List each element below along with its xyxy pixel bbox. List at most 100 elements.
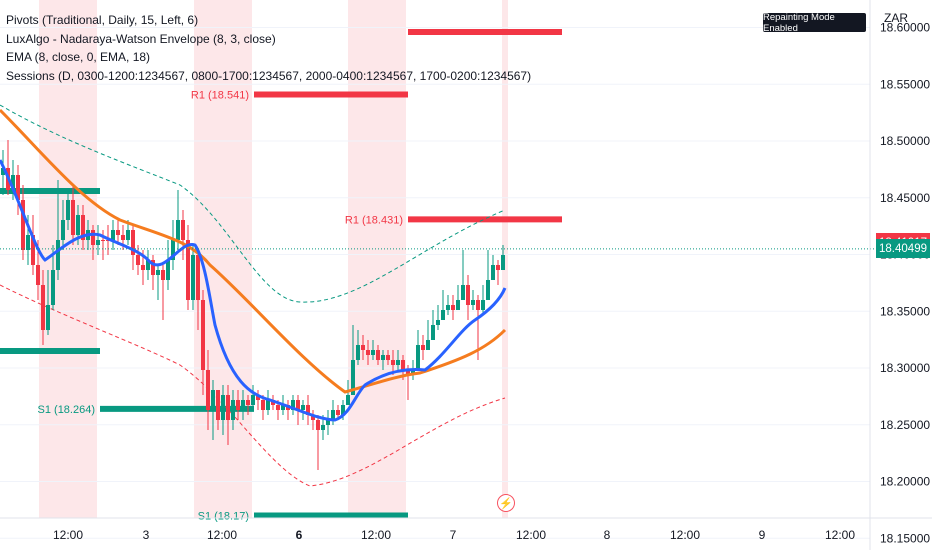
legend-pivots[interactable]: Pivots (Traditional, Daily, 15, Left, 6) (6, 13, 199, 27)
candle-body (236, 400, 240, 410)
candle-body (216, 390, 220, 420)
time-tick-label: 7 (450, 528, 457, 542)
candle-body (111, 230, 115, 240)
legend-luxalgo[interactable]: LuxAlgo - Nadaraya-Watson Envelope (8, 3… (6, 31, 276, 46)
candle-body (341, 405, 345, 415)
candle-body (431, 325, 435, 340)
session-band (348, 0, 406, 518)
candle-body (336, 410, 340, 415)
candle-body (396, 360, 400, 365)
candle-body (66, 200, 70, 220)
time-tick-label: 3 (143, 528, 150, 542)
candle-body (211, 390, 215, 410)
time-tick-label: 12:00 (825, 528, 855, 542)
candle-body (291, 400, 295, 410)
time-tick-label: 12:00 (207, 528, 237, 542)
candle-body (131, 230, 135, 255)
candle-body (221, 395, 225, 420)
candle-body (266, 400, 270, 410)
candle-body (31, 235, 35, 265)
pivot-label: R1 (18.541) (191, 89, 249, 101)
candle-body (176, 220, 180, 240)
pivot-label: R1 (18.431) (345, 214, 403, 226)
price-tick-label: 18.20000 (880, 475, 930, 489)
candle-body (226, 395, 230, 420)
candle-body (301, 405, 305, 410)
candle-body (486, 280, 490, 300)
candle-body (96, 240, 100, 245)
candle-body (231, 400, 235, 420)
candle-body (376, 350, 380, 360)
indicator-legend: Pivots (Traditional, Daily, 15, Left, 6)… (6, 11, 531, 85)
price-tick-label: 18.30000 (880, 361, 930, 375)
candle-body (241, 400, 245, 410)
candle-body (441, 310, 445, 320)
candle-body (456, 300, 460, 310)
candle-body (481, 300, 485, 310)
pivot-label: S1 (18.264) (38, 404, 95, 416)
candle-body (191, 255, 195, 300)
candle-body (381, 355, 385, 360)
candle-body (461, 285, 465, 300)
candle-body (201, 300, 205, 370)
candle-body (46, 305, 50, 330)
candle-body (321, 425, 325, 430)
candle-body (256, 395, 260, 400)
candle-body (311, 415, 315, 420)
candle-body (421, 345, 425, 350)
candle-body (296, 400, 300, 410)
price-tick-label: 18.15000 (880, 531, 930, 545)
candle-body (281, 405, 285, 410)
currency-label[interactable]: ZAR (884, 11, 908, 25)
time-tick-label: 12:00 (53, 528, 83, 542)
time-tick-label: 8 (604, 528, 611, 542)
candle-body (251, 395, 255, 405)
candle-body (141, 265, 145, 270)
candle-body (366, 350, 370, 355)
candle-body (21, 200, 25, 250)
candle-body (331, 410, 335, 420)
candle-body (101, 240, 105, 241)
candle-body (181, 220, 185, 240)
candle-body (316, 420, 320, 430)
candle-body (371, 350, 375, 355)
lightning-icon[interactable]: ⚡ (497, 494, 515, 512)
candle-body (451, 305, 455, 310)
candle-body (121, 235, 125, 240)
candle-body (261, 400, 265, 410)
candle-body (161, 270, 165, 280)
candle-body (166, 260, 170, 280)
candle-body (91, 230, 95, 245)
candle-body (76, 215, 80, 235)
price-tick-label: 18.25000 (880, 418, 930, 432)
candle-body (16, 175, 20, 200)
candle-body (196, 255, 200, 300)
candle-body (11, 175, 15, 190)
candle-body (356, 345, 360, 360)
candle-body (276, 405, 280, 410)
candle-body (71, 200, 75, 235)
candle-body (146, 260, 150, 270)
candle-body (476, 300, 480, 310)
price-tick-label: 18.55000 (880, 77, 930, 91)
candle-body (351, 360, 355, 395)
price-tick-label: 18.50000 (880, 134, 930, 148)
candle-body (61, 220, 65, 240)
candle-body (401, 360, 405, 370)
candle-body (416, 345, 420, 370)
candle-body (136, 255, 140, 265)
legend-ema[interactable]: EMA (8, close, 0, EMA, 18) (6, 50, 151, 64)
candle-body (496, 265, 500, 270)
candle-body (81, 215, 85, 240)
candle-body (186, 240, 190, 300)
candle-body (51, 270, 55, 305)
time-tick-label: 9 (759, 528, 766, 542)
candle-body (126, 230, 130, 240)
candle-body (466, 285, 470, 305)
candle-body (491, 265, 495, 280)
candle-body (361, 345, 365, 350)
time-tick-label: 12:00 (516, 528, 546, 542)
legend-sessions[interactable]: Sessions (D, 0300-1200:1234567, 0800-170… (6, 68, 532, 83)
candle-body (326, 420, 330, 425)
